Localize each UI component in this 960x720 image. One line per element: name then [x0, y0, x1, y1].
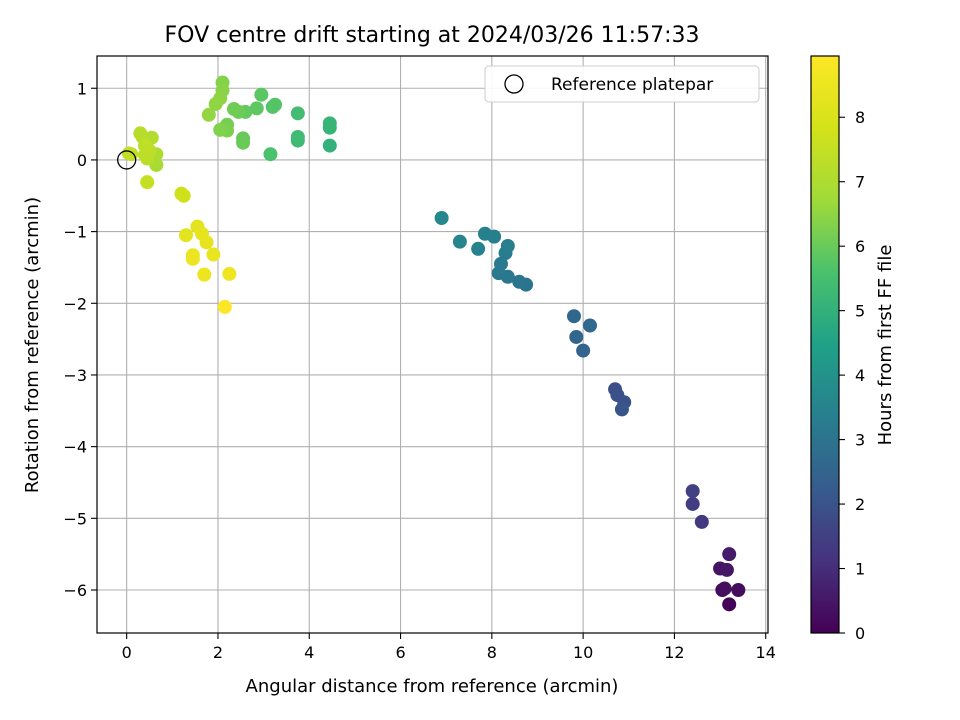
scatter-point: [322, 138, 337, 153]
scatter-point: [268, 97, 283, 112]
y-tick-label: 0: [77, 151, 87, 170]
x-tick-label: 12: [664, 643, 684, 662]
x-tick-label: 10: [573, 643, 593, 662]
scatter-point: [236, 135, 251, 150]
x-tick-label: 8: [487, 643, 497, 662]
colorbar-tick-label: 8: [855, 108, 865, 127]
colorbar-label: Hours from first FF file: [875, 245, 896, 446]
scatter-point: [685, 496, 700, 511]
plot-frame: [96, 55, 769, 634]
scatter-point: [582, 318, 597, 333]
scatter-point: [179, 228, 194, 243]
colorbar-ticks: 0 1 2 3 4 5 6 7 8: [839, 108, 865, 643]
scatter-point: [199, 235, 214, 250]
scatter-point: [213, 122, 228, 137]
reference-marker-layer: [117, 150, 137, 170]
colorbar-tick-label: 4: [855, 366, 865, 385]
y-tick-label: −2: [63, 294, 87, 313]
scatter-point: [137, 138, 152, 153]
colorbar-tick-label: 2: [855, 495, 865, 514]
chart-title: FOV centre drift starting at 2024/03/26 …: [165, 23, 700, 48]
scatter-point: [569, 329, 584, 344]
scatter-points: [121, 75, 746, 612]
y-tick-label: −1: [63, 223, 87, 242]
colorbar-tick-label: 0: [855, 624, 865, 643]
legend-box: [484, 65, 760, 103]
scatter-point: [717, 581, 732, 596]
colorbar-tick-label: 1: [855, 560, 865, 579]
y-tick-label: −3: [63, 366, 87, 385]
y-tick-label: −4: [63, 438, 87, 457]
legend-reference-marker: [504, 74, 524, 94]
scatter-point: [694, 514, 709, 529]
colorbar-tick-label: 5: [855, 302, 865, 321]
scatter-point: [185, 251, 200, 266]
legend-entry-reference-platepar: Reference platepar: [551, 75, 713, 95]
x-axis-ticks: 0 2 4 6 8 10 12 14: [122, 633, 776, 662]
scatter-point: [477, 226, 492, 241]
y-tick-label: 1: [77, 79, 87, 98]
scatter-point: [290, 129, 305, 144]
scatter-point: [452, 234, 467, 249]
scatter-point: [222, 266, 237, 281]
y-tick-label: −5: [63, 509, 87, 528]
x-tick-label: 2: [213, 643, 223, 662]
scatter-point: [226, 102, 241, 117]
scatter-point: [217, 299, 232, 314]
x-axis-label: Angular distance from reference (arcmin): [246, 676, 619, 697]
scatter-point: [201, 107, 216, 122]
scatter-point: [576, 343, 591, 358]
scatter-point: [197, 267, 212, 282]
scatter-point: [322, 116, 337, 131]
colorbar-tick-label: 7: [855, 173, 865, 192]
x-tick-label: 6: [395, 643, 405, 662]
scatter-point: [567, 309, 582, 324]
scatter-point: [731, 582, 746, 597]
scatter-point: [722, 547, 737, 562]
scatter-point: [722, 597, 737, 612]
x-tick-label: 14: [756, 643, 776, 662]
x-tick-label: 0: [122, 643, 132, 662]
scatter-point: [290, 106, 305, 121]
scatter-point: [719, 562, 734, 577]
colorbar-tick-label: 3: [855, 431, 865, 450]
y-axis-ticks: −6 −5 −4 −3 −2 −1 0 1: [63, 79, 97, 600]
scatter-point: [121, 146, 136, 161]
scatter-point: [512, 274, 527, 289]
scatter-point: [254, 87, 269, 102]
scatter-point: [685, 484, 700, 499]
scatter-point: [263, 147, 278, 162]
reference-platepar-marker: [117, 150, 137, 170]
colorbar-tick-label: 6: [855, 237, 865, 256]
scatter-point: [133, 126, 148, 141]
scatter-point: [614, 402, 629, 417]
scatter-point: [471, 241, 486, 256]
y-tick-label: −6: [63, 581, 87, 600]
grid-lines: [97, 56, 768, 633]
scatter-point: [249, 101, 264, 116]
y-axis-label: Rotation from reference (arcmin): [22, 197, 43, 493]
scatter-point: [206, 247, 221, 262]
scatter-point: [176, 188, 191, 203]
scatter-point: [434, 210, 449, 225]
x-tick-label: 4: [304, 643, 314, 662]
legend: Reference platepar: [484, 65, 760, 103]
scatter-point: [493, 256, 508, 271]
scatter-point: [500, 238, 515, 253]
scatter-point: [140, 175, 155, 190]
colorbar: [810, 55, 840, 634]
scatter-point: [208, 97, 223, 112]
